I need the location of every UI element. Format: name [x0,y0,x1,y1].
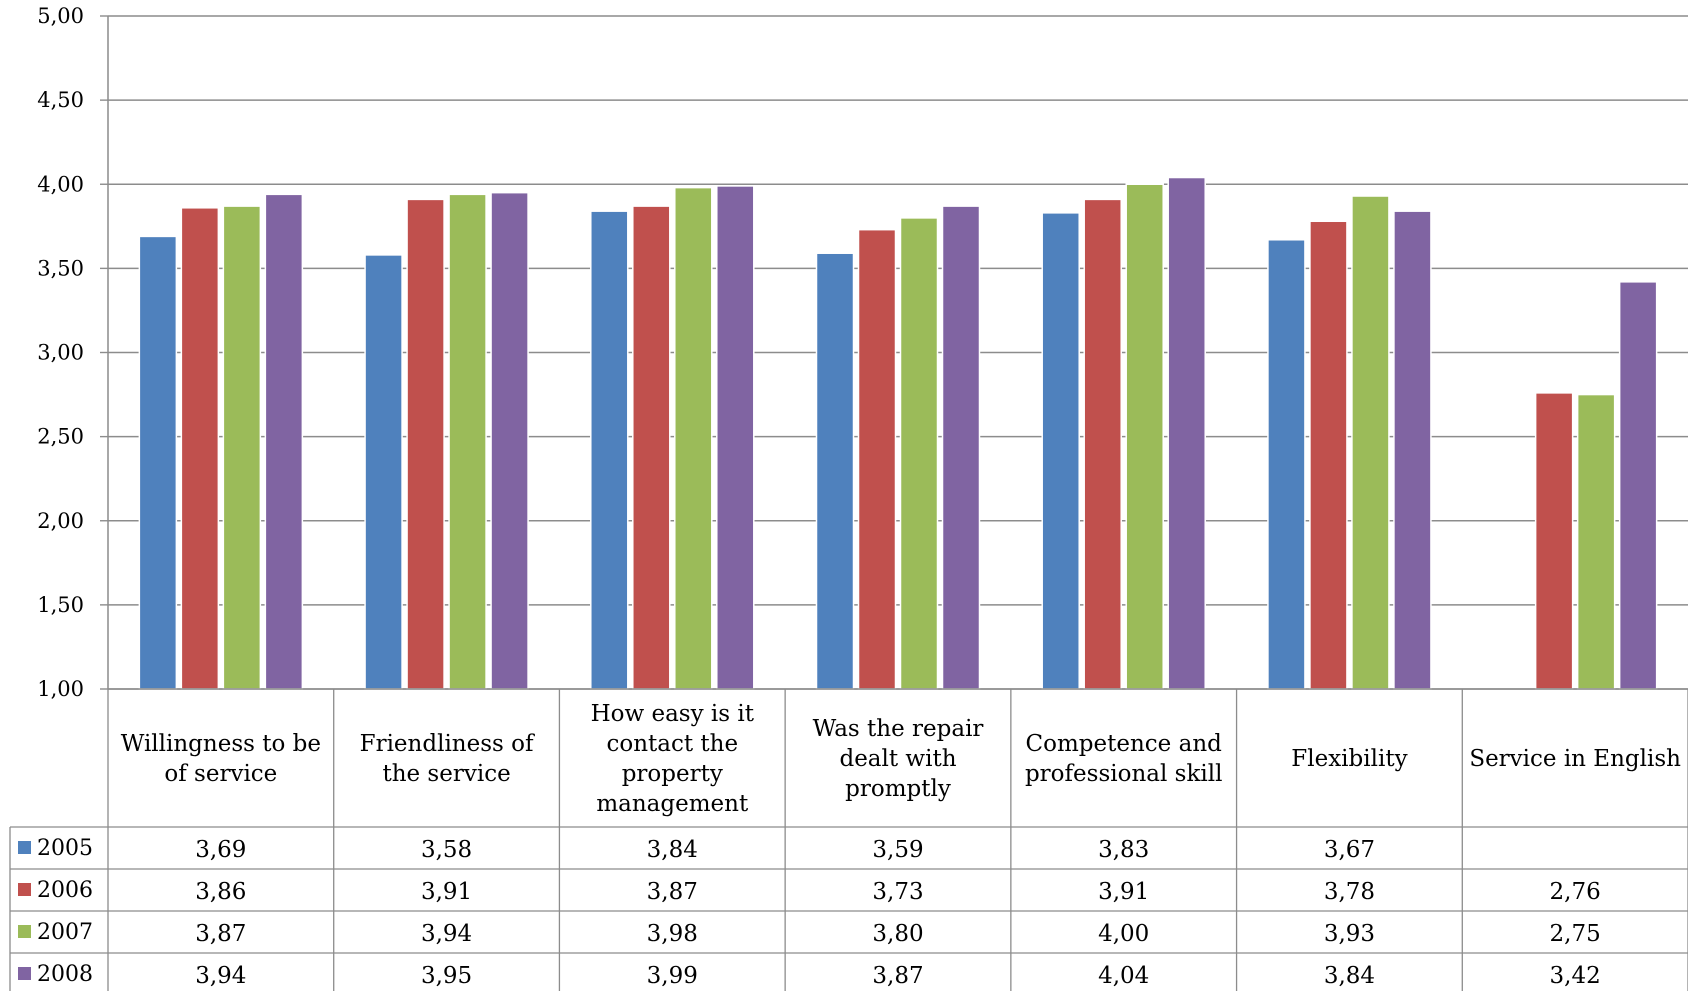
data-label-2007-6: 2,75 [1550,921,1601,947]
y-tick-label: 4,00 [37,172,84,196]
data-table: Willingness to be of service Friendliness … [9,689,1688,991]
bar-2008-6 [1618,281,1658,690]
bar-2007-0 [222,205,262,690]
bars [138,176,1658,690]
category-label: promptly [845,776,951,802]
data-label-2005-4: 3,83 [1098,837,1149,863]
bar-2006-1 [406,198,445,690]
category-label: dealt with [839,746,956,772]
data-label-2007-5: 3,93 [1324,921,1375,947]
y-tick-label: 3,00 [37,341,84,365]
data-label-2007-0: 3,87 [195,921,246,947]
legend-swatch-2008 [18,967,31,980]
data-label-2006-5: 3,78 [1324,879,1375,905]
y-tick-label: 4,50 [37,88,84,112]
data-label-2008-4: 4,04 [1098,963,1149,989]
bar-2007-3 [899,217,939,690]
legend-swatch-2006 [18,883,31,896]
category-label: How easy is it [591,701,755,727]
data-label-2008-3: 3,87 [872,963,923,989]
bar-2005-3 [815,252,855,690]
legend-swatch-2007 [18,925,31,938]
data-label-2008-0: 3,94 [195,963,246,989]
category-label: contact the [606,731,738,757]
y-tick-label: 3,50 [37,256,84,280]
category-label: property [622,761,723,787]
data-label-2005-2: 3,84 [647,837,698,863]
category-label: Willingness to be [121,731,321,757]
data-label-2008-2: 3,99 [647,963,698,989]
category-label: Competence and [1026,731,1223,757]
data-label-2007-2: 3,98 [647,921,698,947]
data-label-2006-0: 3,86 [195,879,246,905]
data-label-2005-0: 3,69 [195,837,246,863]
bar-2007-4 [1125,183,1164,690]
bar-2007-1 [448,193,487,690]
bar-2006-6 [1534,392,1574,690]
y-tick-label: 1,50 [37,593,84,617]
category-label: management [596,791,749,817]
data-label-2006-1: 3,91 [421,879,472,905]
category-label: Service in English [1469,746,1681,772]
bar-2008-4 [1167,176,1206,690]
data-label-2008-5: 3,84 [1324,963,1375,989]
data-label-2006-3: 3,73 [872,879,923,905]
data-label-2005-3: 3,59 [872,837,923,863]
data-label-2006-2: 3,87 [647,879,698,905]
y-axis-ticks: 1,00 1,50 2,00 2,50 3,00 3,50 4,00 4,50 5,00 [37,4,84,701]
data-label-2006-4: 3,91 [1098,879,1149,905]
category-label: Friendliness of [360,731,535,757]
category-label: the service [382,761,510,787]
bar-2006-4 [1083,198,1122,690]
data-label-2005-5: 3,67 [1324,837,1375,863]
bar-2006-0 [180,207,220,690]
bar-2005-5 [1267,239,1306,690]
bar-2008-5 [1393,210,1432,690]
bar-2005-2 [590,210,629,690]
legend-label-2005: 2005 [37,836,93,861]
bar-2007-6 [1576,393,1616,690]
bar-2008-3 [941,205,981,690]
data-label-2008-1: 3,95 [421,963,472,989]
legend-label-2007: 2007 [37,920,93,945]
bar-2008-0 [264,193,304,690]
bar-2005-4 [1041,212,1080,690]
data-label-2007-4: 4,00 [1098,921,1149,947]
bar-2005-0 [138,235,178,690]
bar-2006-2 [632,205,671,690]
bar-2006-3 [857,228,897,690]
data-label-2007-3: 3,80 [872,921,923,947]
axes [107,16,1688,690]
legend-label-2008: 2008 [37,962,93,987]
data-label-2006-6: 2,76 [1550,879,1601,905]
legend-label-2006: 2006 [37,878,93,903]
category-label: Was the repair [813,716,984,742]
y-tick-label: 1,00 [37,677,84,701]
data-label-2005-1: 3,58 [421,837,472,863]
bar-2007-5 [1351,195,1390,690]
legend-swatch-2005 [18,841,31,854]
y-tick-label: 2,50 [37,425,84,449]
category-label: Flexibility [1291,746,1407,772]
category-label: professional skill [1025,761,1223,787]
y-tick-label: 2,00 [37,509,84,533]
data-label-2008-6: 3,42 [1550,963,1601,989]
bar-2008-2 [716,185,755,690]
category-label: of service [164,761,277,787]
bar-2007-2 [674,186,713,690]
bar-2006-5 [1309,220,1348,690]
y-tick-label: 5,00 [37,4,84,28]
bar-2005-1 [364,254,403,690]
data-label-2007-1: 3,94 [421,921,472,947]
bar-2008-1 [490,191,529,690]
